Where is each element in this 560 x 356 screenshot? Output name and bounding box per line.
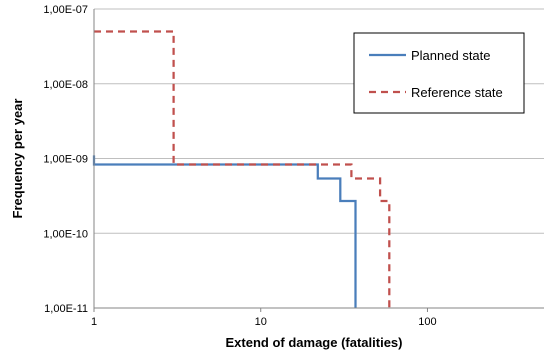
series-layer (92, 30, 391, 308)
series-line-reference-state (94, 30, 391, 308)
y-tick-label: 1,00E-10 (43, 228, 88, 240)
y-tick-label: 1,00E-11 (44, 303, 88, 315)
legend-box (353, 32, 525, 114)
x-tick-label: 100 (418, 316, 436, 328)
legend-label: Reference state (411, 85, 503, 100)
legend-label: Planned state (411, 48, 491, 63)
x-tick-label: 10 (255, 316, 267, 328)
axes: 1,00E-07 1,00E-08 1,00E-09 1,00E-10 1,00E-11… (43, 4, 544, 328)
y-tick-label: 1,00E-09 (43, 154, 88, 166)
y-tick-label: 1,00E-07 (43, 4, 88, 16)
y-tick-label: 1,00E-08 (43, 79, 88, 91)
x-tick-label: 1 (91, 316, 97, 328)
series-line-planned-state (92, 155, 357, 308)
x-axis-title: Extend of damage (fatalities) (226, 335, 403, 350)
y-axis-title: Frequency per year (10, 99, 25, 219)
legend: Planned state Reference state (353, 32, 525, 114)
